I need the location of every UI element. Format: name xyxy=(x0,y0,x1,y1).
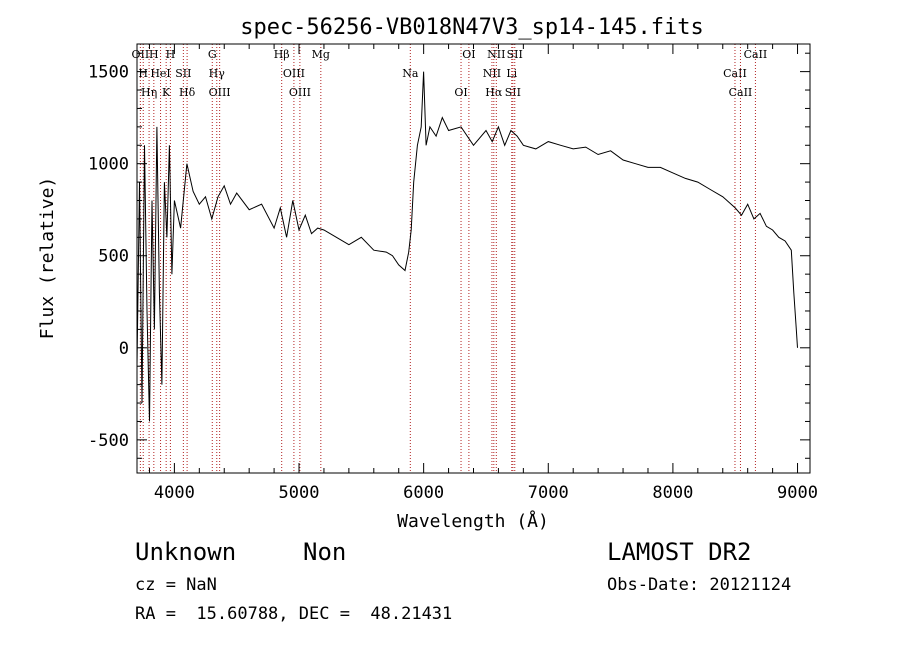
plot-frame xyxy=(136,43,811,474)
line-label: Hα xyxy=(485,86,503,99)
line-label: G xyxy=(208,48,217,61)
line-label: NII xyxy=(483,67,501,80)
y-tick-label: 1000 xyxy=(88,155,129,175)
line-label: K xyxy=(162,86,171,99)
line-label: H xyxy=(166,48,176,61)
line-label: SII xyxy=(507,48,523,61)
line-label: OI xyxy=(462,48,475,61)
chart-title: spec-56256-VB018N47V3_sp14-145.fits xyxy=(240,15,704,40)
line-label: H xyxy=(149,48,159,61)
line-label: SII xyxy=(505,86,521,99)
line-label: Hδ xyxy=(179,86,196,99)
object-class: Unknown xyxy=(135,538,237,566)
line-label: Na xyxy=(402,67,419,80)
line-label: OIII xyxy=(283,67,305,80)
x-tick-label: 4000 xyxy=(154,483,195,503)
line-label: H xyxy=(138,67,148,80)
ra-dec: RA = 15.60788, DEC = 48.21431 xyxy=(135,604,453,624)
line-label: HeI xyxy=(150,67,170,80)
x-axis-label: Wavelength (Å) xyxy=(397,510,549,532)
line-label: OI xyxy=(454,86,467,99)
y-tick-label: 0 xyxy=(119,339,129,359)
line-label: CaII xyxy=(723,67,747,80)
survey-name: LAMOST DR2 xyxy=(607,538,752,566)
line-label: Mg xyxy=(312,48,330,61)
y-axis-label: Flux (relative) xyxy=(37,177,58,340)
line-label: Li xyxy=(506,67,517,80)
redshift-cz: cz = NaN xyxy=(135,575,217,595)
line-label: Hβ xyxy=(274,48,290,61)
line-label: Hη xyxy=(141,86,157,99)
obs-date: Obs-Date: 20121124 xyxy=(607,575,792,595)
line-label: SII xyxy=(175,67,191,80)
spectrum-series xyxy=(136,71,798,422)
line-label: CaII xyxy=(729,86,753,99)
line-label: CaII xyxy=(744,48,768,61)
object-subclass: Non xyxy=(303,538,347,566)
x-tick-label: 8000 xyxy=(652,483,693,503)
y-tick-label: -500 xyxy=(88,431,129,451)
line-label: OII xyxy=(132,48,150,61)
x-tick-label: 5000 xyxy=(279,483,320,503)
line-label: Hγ xyxy=(209,67,226,80)
line-label: OIII xyxy=(209,86,231,99)
line-label: NII xyxy=(487,48,505,61)
y-tick-label: 500 xyxy=(98,247,129,267)
y-tick-label: 1500 xyxy=(88,63,129,83)
x-tick-label: 7000 xyxy=(528,483,569,503)
x-tick-label: 9000 xyxy=(777,483,818,503)
x-tick-label: 6000 xyxy=(403,483,444,503)
line-label: OIII xyxy=(289,86,311,99)
